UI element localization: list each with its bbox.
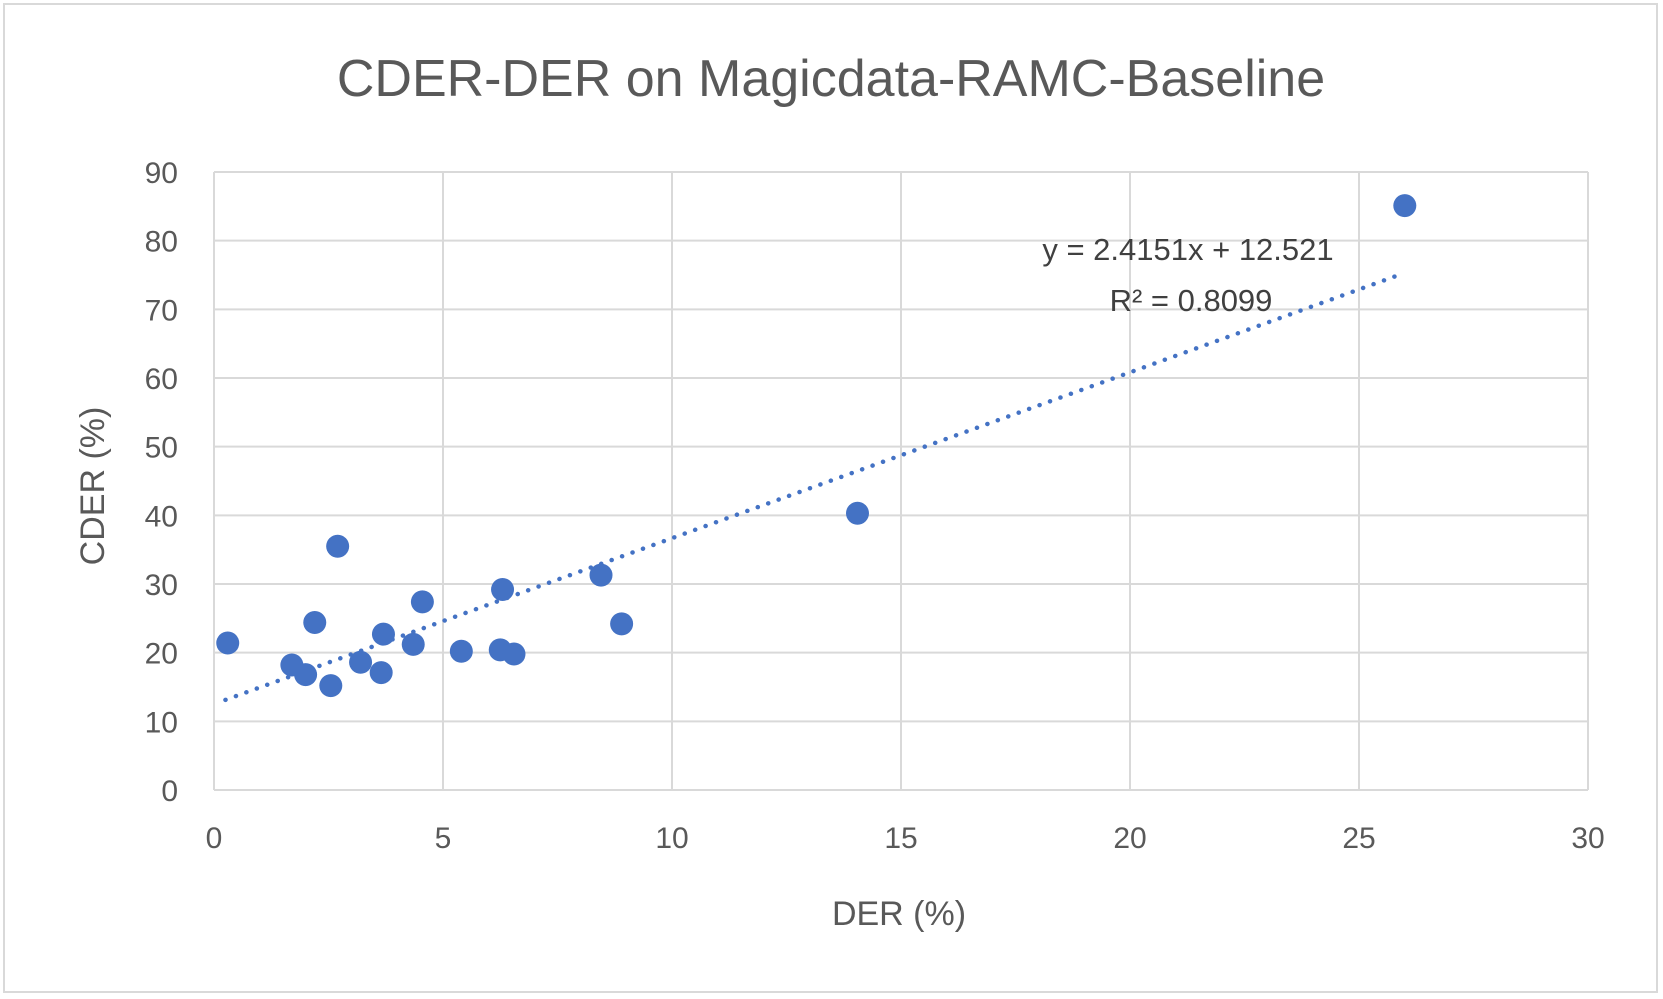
- y-tick-label: 30: [145, 569, 178, 602]
- data-point: [410, 590, 434, 614]
- chart-frame: [3, 3, 1658, 993]
- data-points: [216, 194, 1417, 698]
- y-tick-label: 80: [145, 226, 178, 259]
- data-point: [294, 663, 318, 687]
- x-tick-label: 20: [1113, 822, 1146, 855]
- y-tick-label: 10: [145, 706, 178, 739]
- data-point: [502, 642, 526, 666]
- data-point: [349, 650, 373, 674]
- data-point: [371, 622, 395, 646]
- data-point: [589, 563, 613, 587]
- x-tick-label: 15: [884, 822, 917, 855]
- data-point: [449, 639, 473, 663]
- x-tick-label: 25: [1342, 822, 1375, 855]
- trendline-r-squared: R² = 0.8099: [1110, 283, 1273, 318]
- data-point: [1393, 194, 1417, 218]
- data-point: [216, 631, 240, 655]
- y-axis-ticks: 0 10 20 30 40 50 60 70 80 90: [145, 157, 178, 808]
- trendline-path: [223, 273, 1398, 703]
- x-axis-label: DER (%): [832, 895, 966, 933]
- data-point: [610, 612, 634, 636]
- x-tick-label: 10: [655, 822, 688, 855]
- data-point: [491, 577, 515, 601]
- y-tick-label: 50: [145, 432, 178, 465]
- x-axis-ticks: 0 5 10 15 20 25 30: [206, 822, 1605, 855]
- x-tick-label: 0: [206, 822, 223, 855]
- data-point: [401, 632, 425, 656]
- data-point: [303, 610, 327, 634]
- y-axis-label: CDER (%): [74, 407, 112, 566]
- x-tick-label: 30: [1571, 822, 1604, 855]
- y-tick-label: 90: [145, 157, 178, 190]
- y-tick-label: 70: [145, 294, 178, 327]
- x-tick-label: 5: [435, 822, 452, 855]
- data-point: [845, 501, 869, 525]
- y-tick-label: 60: [145, 363, 178, 396]
- data-point: [319, 674, 343, 698]
- y-tick-label: 20: [145, 638, 178, 671]
- data-point: [369, 661, 393, 685]
- chart-title: CDER-DER on Magicdata-RAMC-Baseline: [337, 50, 1325, 108]
- trendline: [223, 273, 1398, 703]
- trendline-equation: y = 2.4151x + 12.521: [1042, 232, 1333, 267]
- gridlines: [213, 171, 1589, 791]
- y-tick-label: 40: [145, 500, 178, 533]
- y-tick-label: 0: [161, 775, 178, 808]
- data-point: [326, 534, 350, 558]
